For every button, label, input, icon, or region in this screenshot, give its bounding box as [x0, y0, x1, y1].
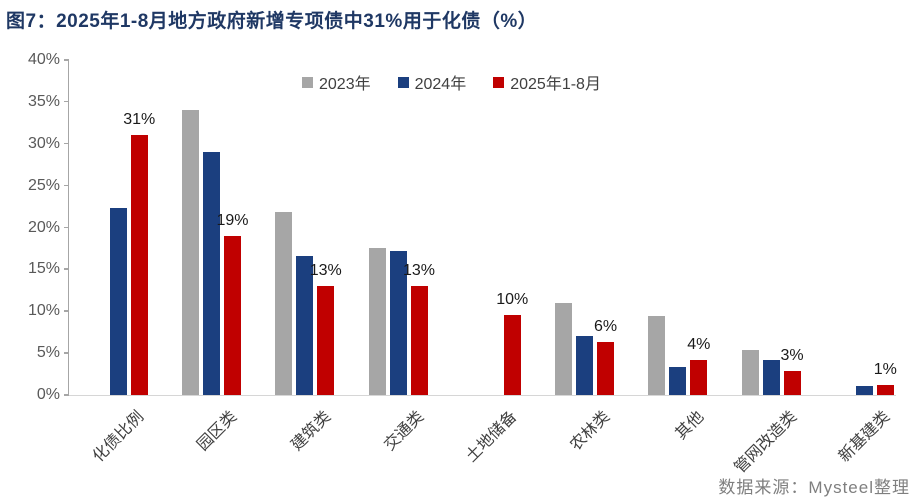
y-axis-tick	[64, 100, 69, 103]
x-category-label: 新基建类	[836, 408, 894, 466]
x-category-label: 交通类	[381, 408, 428, 455]
x-category-label: 农林类	[567, 408, 614, 455]
bar-2025年1-8月-建筑类	[317, 286, 335, 395]
bar-2024年-其他	[669, 367, 687, 395]
bar-2025年1-8月-其他	[690, 359, 708, 395]
y-tick-label: 0%	[36, 386, 60, 403]
chart-title: 图7：2025年1-8月地方政府新增专项债中31%用于化债（%）	[6, 11, 538, 32]
x-category-label: 建筑类	[288, 408, 335, 455]
legend-label: 2024年	[414, 76, 467, 93]
bar-2024年-交通类	[389, 250, 407, 395]
source-note: 数据来源：Mysteel整理	[718, 478, 910, 497]
bar-2024年-化债比例	[109, 208, 127, 395]
plot-area: 31% 19% 13% 13% 10% 6% 4% 3% 1%	[64, 59, 897, 396]
bar-value-label: 10%	[496, 291, 529, 309]
x-category-label: 园区类	[194, 408, 241, 455]
y-tick-label: 35%	[27, 92, 60, 110]
bar-value-label: 3%	[780, 346, 804, 364]
y-axis-tick	[64, 352, 69, 354]
legend-label: 2023年	[319, 76, 371, 93]
bar-2024年-园区类	[203, 152, 220, 395]
bar-2024年-新基建类	[855, 385, 873, 395]
bar-value-label: 13%	[402, 262, 436, 280]
bar-2023年-园区类	[182, 110, 199, 395]
y-tick-label: 40%	[27, 51, 60, 68]
y-axis-tick	[64, 268, 69, 270]
bar-2023年-建筑类	[275, 212, 293, 395]
legend-item-1: 2023年	[302, 70, 371, 94]
y-axis-tick	[64, 142, 69, 145]
bar-value-label: 4%	[687, 335, 711, 353]
bar-2024年-建筑类	[296, 255, 314, 395]
legend-item-3: 2025年1-8月	[493, 70, 601, 94]
bar-2025年1-8月-园区类	[224, 235, 241, 395]
bar-value-label: 31%	[123, 111, 156, 129]
y-tick-label: 10%	[27, 302, 60, 320]
bar-2023年-农林类	[555, 302, 572, 395]
y-tick-label: 5%	[36, 344, 60, 362]
y-tick-label: 25%	[27, 176, 60, 194]
x-category-label: 其他	[672, 408, 708, 443]
x-category-label: 土地储备	[463, 408, 521, 466]
legend-label: 2025年1-8月	[510, 76, 601, 93]
y-axis-tick	[64, 59, 69, 61]
bar-2023年-其他	[648, 316, 666, 395]
bar-value-label: 13%	[309, 262, 342, 280]
bar-2024年-农林类	[576, 336, 593, 395]
bar-2023年-管网改造类	[741, 349, 759, 395]
bar-2024年-管网改造类	[762, 359, 780, 395]
bar-2025年1-8月-新基建类	[876, 384, 894, 395]
bar-value-label: 6%	[593, 318, 618, 336]
y-tick-label: 30%	[27, 134, 60, 152]
bar-2025年1-8月-交通类	[410, 286, 428, 395]
x-category-label: 化债比例	[90, 408, 148, 466]
chart-legend: 2023年 2024年 2025年1-8月	[302, 70, 601, 94]
legend-item-2: 2024年	[397, 70, 467, 94]
y-tick-label: 20%	[27, 218, 60, 236]
y-tick-label: 15%	[27, 260, 60, 278]
y-axis-tick	[64, 226, 69, 228]
y-axis-tick	[64, 310, 69, 312]
x-category-label: 管网改造类	[731, 408, 801, 477]
legend-swatch-icon	[302, 76, 313, 88]
bar-value-label: 1%	[873, 360, 897, 378]
bar-2025年1-8月-管网改造类	[783, 370, 801, 395]
legend-swatch-icon	[493, 76, 505, 88]
bar-2023年-交通类	[368, 247, 386, 395]
bar-value-label: 19%	[216, 211, 249, 229]
bar-2025年1-8月-土地储备	[503, 315, 521, 395]
bar-2025年1-8月-农林类	[597, 342, 614, 395]
legend-swatch-icon	[397, 76, 409, 88]
y-axis-tick	[64, 184, 69, 187]
bar-2025年1-8月-化债比例	[130, 135, 148, 395]
y-axis-tick	[64, 394, 69, 396]
